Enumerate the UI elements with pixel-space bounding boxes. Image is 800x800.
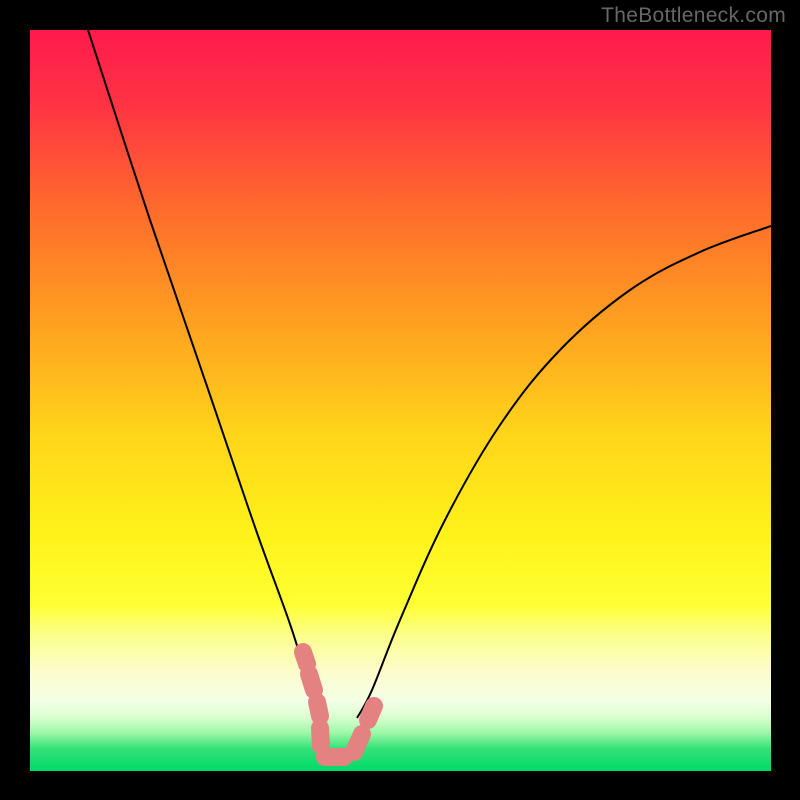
marker-segment — [317, 702, 320, 716]
marker-segment — [368, 706, 374, 720]
marker-segment — [309, 674, 314, 690]
plot-background — [30, 30, 771, 771]
chart-svg — [0, 0, 800, 800]
marker-segment — [303, 652, 307, 664]
marker-segment — [320, 728, 321, 746]
watermark-text: TheBottleneck.com — [601, 4, 786, 28]
marker-segment — [354, 734, 362, 752]
chart-container: TheBottleneck.com — [0, 0, 800, 800]
